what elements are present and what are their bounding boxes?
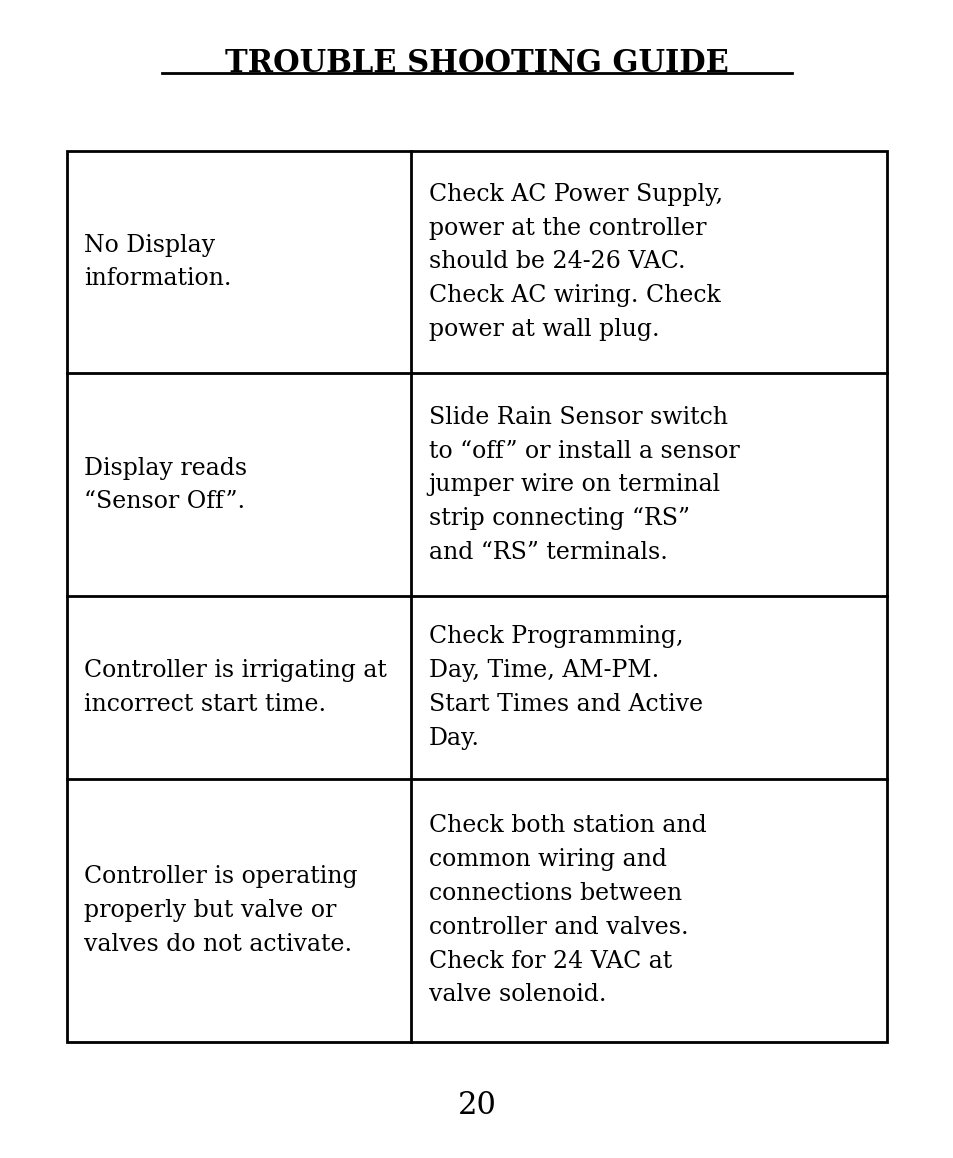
Text: 20: 20 <box>457 1091 496 1121</box>
Text: No Display
information.: No Display information. <box>84 234 232 291</box>
Text: Check both station and
common wiring and
connections between
controller and valv: Check both station and common wiring and… <box>428 814 705 1006</box>
Text: Controller is irrigating at
incorrect start time.: Controller is irrigating at incorrect st… <box>84 659 386 716</box>
Text: Slide Rain Sensor switch
to “off” or install a sensor
jumper wire on terminal
st: Slide Rain Sensor switch to “off” or ins… <box>428 405 739 564</box>
Text: Display reads
“Sensor Off”.: Display reads “Sensor Off”. <box>84 456 247 513</box>
Text: Check Programming,
Day, Time, AM-PM.
Start Times and Active
Day.: Check Programming, Day, Time, AM-PM. Sta… <box>428 625 702 749</box>
Text: TROUBLE SHOOTING GUIDE: TROUBLE SHOOTING GUIDE <box>225 49 728 79</box>
Text: Controller is operating
properly but valve or
valves do not activate.: Controller is operating properly but val… <box>84 865 357 955</box>
Text: Check AC Power Supply,
power at the controller
should be 24-26 VAC.
Check AC wir: Check AC Power Supply, power at the cont… <box>428 183 722 342</box>
